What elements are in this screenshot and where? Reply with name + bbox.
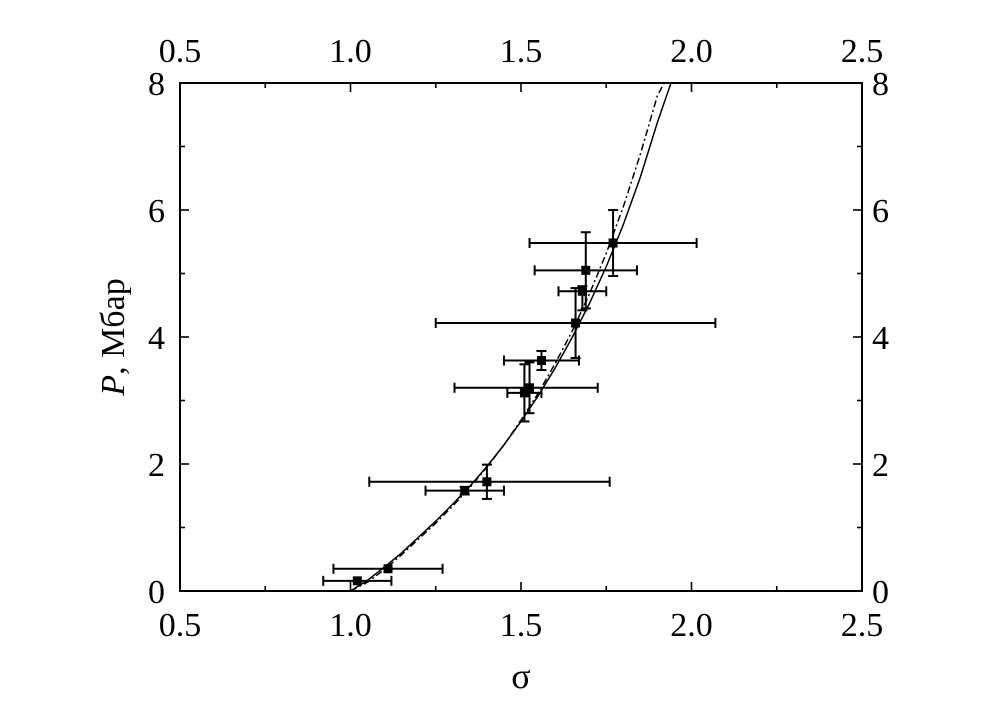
x-tick-label-bottom: 1.0 (329, 607, 372, 644)
data-point (482, 477, 492, 487)
y-axis-label-unit: , Мбар (95, 278, 132, 375)
x-tick-label-bottom: 2.5 (841, 607, 884, 644)
x-tick-label-bottom: 0.5 (159, 607, 202, 644)
y-tick-label-right: 0 (872, 574, 889, 611)
data-point (571, 318, 581, 328)
y-tick-label-left: 6 (148, 193, 165, 230)
data-point (536, 355, 546, 365)
data-point (352, 576, 362, 586)
plot-frame (179, 82, 863, 592)
x-tick-label-top: 2.0 (670, 33, 713, 70)
plot-area: 0.50.51.01.01.51.52.02.02.52.50 02 24 46 68 8 (148, 33, 889, 644)
fit-curve-dashdot (350, 83, 665, 591)
y-tick-label-left: 8 (148, 66, 165, 103)
data-point (581, 265, 591, 275)
x-tick-label-top: 1.0 (329, 33, 372, 70)
y-tick-label-left: 0 (148, 574, 165, 611)
data-point (525, 383, 535, 393)
data-point (460, 486, 470, 496)
x-tick-label-bottom: 2.0 (670, 607, 713, 644)
y-tick-label-left: 2 (148, 447, 165, 484)
data-point (608, 238, 618, 248)
data-point (519, 388, 529, 398)
x-tick-label-top: 1.5 (500, 33, 543, 70)
x-tick-label-bottom: 1.5 (500, 607, 543, 644)
fit-curve-solid (350, 83, 672, 591)
y-tick-label-right: 8 (872, 66, 889, 103)
y-axis-label-symbol: P (95, 375, 132, 397)
y-tick-label-right: 2 (872, 447, 889, 484)
y-tick-label-right: 6 (872, 193, 889, 230)
data-point (577, 286, 587, 296)
data-point (383, 564, 393, 574)
x-tick-label-top: 2.5 (841, 33, 884, 70)
y-axis-label: P, Мбар (95, 278, 132, 396)
y-tick-label-left: 4 (148, 320, 165, 357)
x-tick-label-top: 0.5 (159, 33, 202, 70)
x-axis-label: σ (511, 656, 530, 696)
y-tick-label-right: 4 (872, 320, 889, 357)
